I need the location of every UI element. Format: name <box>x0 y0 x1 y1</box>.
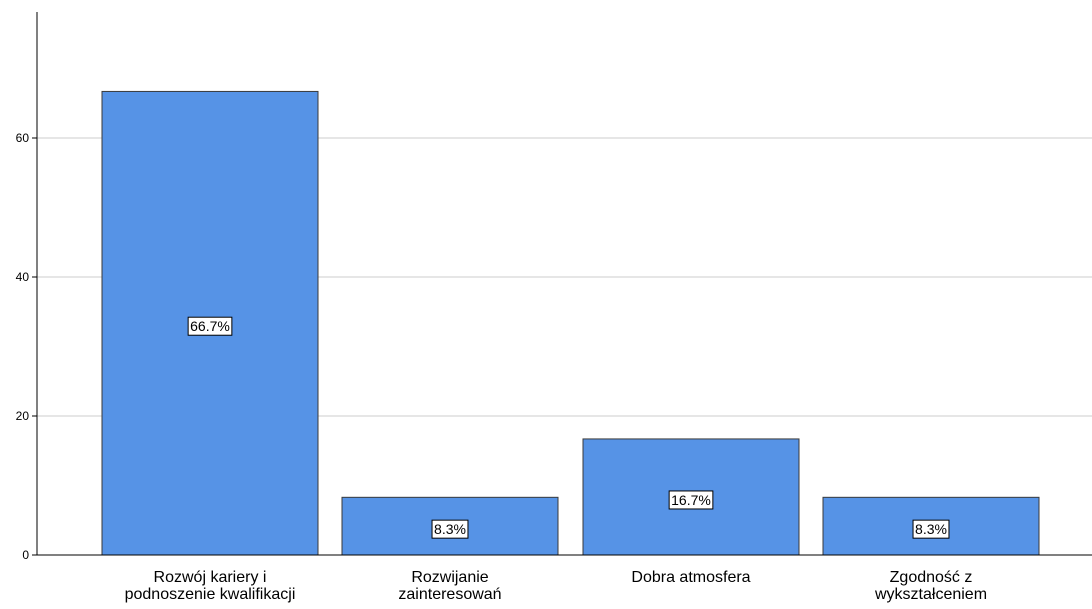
data-label-2: 16.7% <box>668 490 714 510</box>
data-label-text-1: 8.3% <box>434 521 466 537</box>
data-label-3: 8.3% <box>912 519 950 539</box>
data-label-box-3 <box>912 519 950 539</box>
data-label-box-1 <box>431 519 469 539</box>
x-category-label-3: Zgodność z wykształceniem <box>874 569 987 603</box>
axes: 0 20 40 60 Rozwój kariery i podnoszenie kwali… <box>16 12 1092 603</box>
data-label-0: 66.7% <box>187 316 233 336</box>
data-label-box-0 <box>187 316 233 336</box>
y-tick-label-40: 40 <box>16 270 30 284</box>
data-label-text-0: 66.7% <box>190 318 230 334</box>
data-label-text-2: 16.7% <box>671 492 711 508</box>
x-category-label-1: Rozwijanie zainteresowań <box>398 569 501 603</box>
y-tick-label-0: 0 <box>22 548 29 562</box>
data-label-1: 8.3% <box>431 519 469 539</box>
y-tick-label-20: 20 <box>16 409 30 423</box>
x-category-label-0: Rozwój kariery i podnoszenie kwalifikacji <box>125 569 296 603</box>
data-labels: 66.7% 8.3% 16.7% 8.3% <box>187 316 950 539</box>
x-category-label-2: Dobra atmosfera <box>631 569 750 586</box>
y-tick-label-60: 60 <box>16 131 30 145</box>
data-label-text-3: 8.3% <box>915 521 947 537</box>
bars <box>101 90 1040 556</box>
data-label-box-2 <box>668 490 714 510</box>
